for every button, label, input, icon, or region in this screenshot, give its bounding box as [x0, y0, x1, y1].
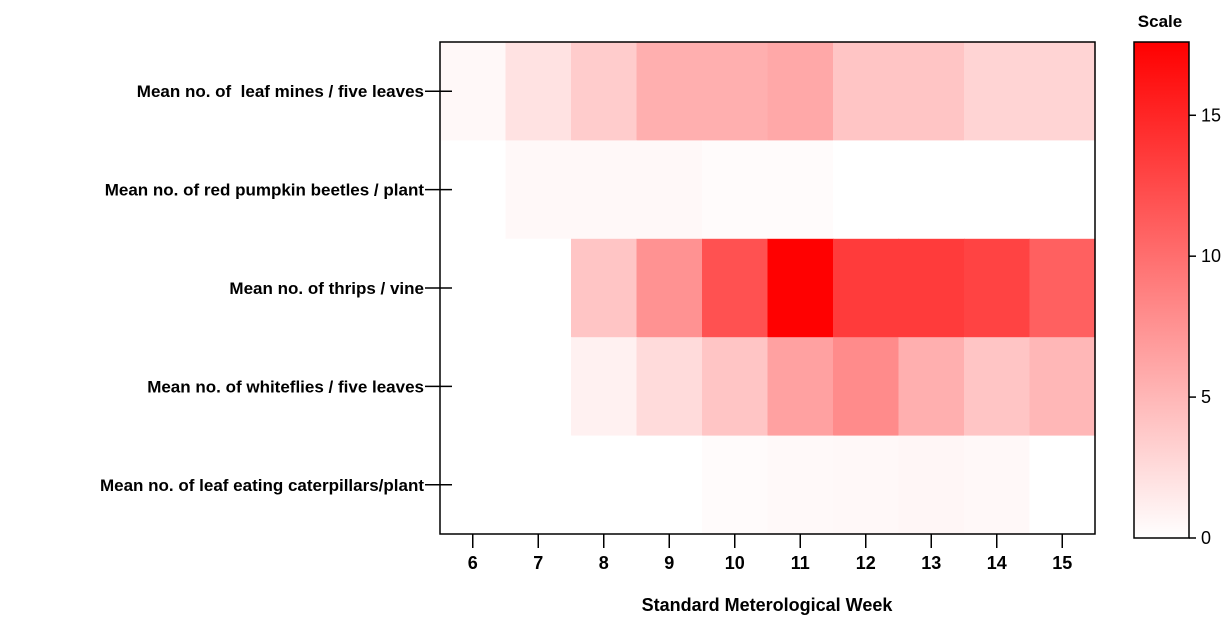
heatmap-cell [964, 238, 1031, 338]
y-tick-label: Mean no. of whiteflies / five leaves [147, 377, 424, 396]
heatmap-cell [898, 435, 965, 535]
heatmap-cell [767, 435, 834, 535]
y-axis: Mean no. of leaf mines / five leaves Mean… [100, 82, 452, 495]
heatmap-cells [440, 42, 1096, 535]
heatmap-cell [767, 42, 834, 141]
heatmap-cell [636, 435, 703, 535]
scale-tick-label: 10 [1201, 246, 1221, 266]
heatmap-cell [833, 337, 900, 437]
heatmap-cell [833, 42, 900, 141]
heatmap-cell [505, 435, 572, 535]
heatmap-cell [505, 238, 572, 338]
heatmap-cell [833, 238, 900, 338]
y-tick-label: Mean no. of leaf eating caterpillars/pla… [100, 476, 424, 495]
heatmap-cell [702, 42, 769, 141]
scale-tick-label: 15 [1201, 105, 1221, 125]
heatmap-cell [571, 140, 638, 240]
heatmap-cell [1029, 140, 1096, 240]
x-tick-label: 11 [791, 553, 810, 573]
color-scale-bar [1133, 41, 1190, 539]
heatmap-cell [1029, 435, 1096, 535]
heatmap-cell [702, 140, 769, 240]
x-tick-label: 13 [921, 553, 941, 573]
x-tick-label: 6 [468, 553, 478, 573]
x-tick-label: 14 [987, 553, 1007, 573]
heatmap-cell [1029, 42, 1096, 141]
x-tick-label: 15 [1052, 553, 1072, 573]
heatmap-cell [702, 238, 769, 338]
heatmap-cell [898, 337, 965, 437]
heatmap-cell [964, 435, 1031, 535]
heatmap-cell [767, 140, 834, 240]
heatmap-cell [571, 238, 638, 338]
heatmap-cell [702, 337, 769, 437]
x-axis: 6 7 8 9 10 11 12 13 14 15 [468, 534, 1072, 573]
x-tick-label: 9 [664, 553, 674, 573]
heatmap-cell [1029, 238, 1096, 338]
heatmap-cell [964, 140, 1031, 240]
heatmap-cell [964, 337, 1031, 437]
heatmap-cell [964, 42, 1031, 141]
x-tick-label: 10 [725, 553, 745, 573]
heatmap-cell [636, 42, 703, 141]
scale-title: Scale [1138, 12, 1182, 31]
heatmap-cell [571, 42, 638, 141]
heatmap-cell [833, 140, 900, 240]
heatmap-cell [767, 337, 834, 437]
y-tick-label: Mean no. of red pumpkin beetles / plant [105, 181, 425, 200]
x-axis-label: Standard Meterological Week [642, 595, 894, 615]
heatmap-cell [833, 435, 900, 535]
heatmap-cell [636, 337, 703, 437]
x-tick-label: 12 [856, 553, 876, 573]
x-tick-label: 8 [599, 553, 609, 573]
heatmap-cell [505, 140, 572, 240]
heatmap-cell [767, 238, 834, 338]
color-scale-ticks: 0 5 10 15 [1189, 105, 1221, 548]
y-tick-label: Mean no. of leaf mines / five leaves [137, 82, 424, 101]
y-tick-label: Mean no. of thrips / vine [229, 279, 424, 298]
heatmap-cell [505, 42, 572, 141]
heatmap-cell [1029, 337, 1096, 437]
heatmap-cell [571, 337, 638, 437]
scale-tick-label: 5 [1201, 387, 1211, 407]
heatmap-cell [702, 435, 769, 535]
heatmap-cell [571, 435, 638, 535]
heatmap-cell [898, 42, 965, 141]
scale-tick-label: 0 [1201, 528, 1211, 548]
heatmap-cell [898, 140, 965, 240]
heatmap-cell [636, 238, 703, 338]
heatmap-cell [505, 337, 572, 437]
heatmap-cell [636, 140, 703, 240]
heatmap-cell [898, 238, 965, 338]
x-tick-label: 7 [533, 553, 543, 573]
